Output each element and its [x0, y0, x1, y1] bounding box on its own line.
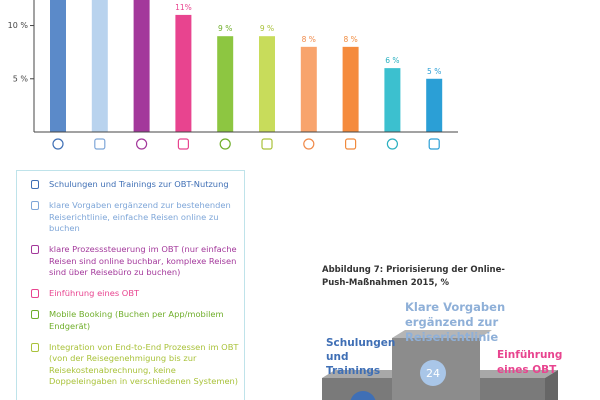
legend-icon	[31, 342, 39, 352]
legend-item: Einführung eines OBT	[17, 288, 241, 300]
value-label: 9 %	[218, 24, 232, 33]
icon-shape	[428, 138, 440, 150]
legend-item: Mobile Booking (Buchen per App/mobilem E…	[17, 309, 241, 332]
category-icon	[219, 138, 231, 150]
legend-icon	[31, 180, 39, 189]
value-label: 5 %	[427, 67, 441, 76]
category-icon	[345, 138, 357, 150]
legend-icon	[31, 289, 39, 298]
podium-value: 24	[426, 367, 440, 380]
bar	[175, 14, 192, 132]
bar	[91, 0, 108, 132]
legend-label: klare Prozesssteuerung im OBT (nur einfa…	[49, 244, 237, 277]
legend-label: Mobile Booking (Buchen per App/mobilem E…	[49, 309, 224, 331]
legend-icon	[31, 310, 39, 319]
podium-first: Klare Vorgaben ergänzend zur Reiserichtl…	[405, 300, 506, 344]
legend: Schulungen und Trainings zur OBT-Nutzung…	[16, 170, 245, 400]
category-icon	[428, 138, 440, 150]
legend-item: klare Vorgaben ergänzend zur bestehenden…	[17, 200, 241, 235]
y-tick-label: 10 %	[8, 21, 29, 30]
legend-item: Integration von End-to-End Prozessen im …	[17, 342, 241, 388]
category-icon	[177, 138, 189, 150]
icon-shape	[261, 138, 273, 150]
podium-third: Einführung eines OBT	[497, 349, 563, 376]
category-icon	[261, 138, 273, 150]
bar	[259, 36, 275, 132]
bar	[300, 46, 317, 132]
legend-icon	[31, 245, 39, 254]
legend-label: Integration von End-to-End Prozessen im …	[49, 341, 239, 387]
icon-shape	[219, 138, 231, 150]
bar	[133, 0, 150, 132]
bar	[217, 36, 234, 132]
category-icon	[303, 138, 315, 150]
bar	[50, 0, 66, 132]
value-label: 9 %	[260, 24, 274, 33]
value-label: 6 %	[385, 56, 399, 65]
icon-shape	[386, 138, 398, 150]
bar	[342, 46, 359, 132]
icon-shape	[345, 138, 357, 150]
category-icon	[94, 138, 106, 150]
icon-shape	[136, 138, 148, 150]
icon-shape	[303, 138, 315, 150]
legend-label: Schulungen und Trainings zur OBT-Nutzung	[49, 179, 229, 189]
podium	[322, 330, 558, 400]
icon-shape	[94, 138, 106, 150]
legend-label: Einführung eines OBT	[49, 288, 140, 298]
legend-item: klare Prozesssteuerung im OBT (nur einfa…	[17, 244, 241, 279]
category-icon	[52, 138, 64, 150]
value-label: 8 %	[343, 35, 357, 44]
legend-label: klare Vorgaben ergänzend zur bestehenden…	[49, 200, 231, 233]
value-label: 11%	[175, 3, 192, 12]
value-label: 8 %	[302, 35, 316, 44]
legend-icon	[31, 201, 39, 210]
legend-item: Schulungen und Trainings zur OBT-Nutzung	[17, 179, 241, 191]
category-icon	[136, 138, 148, 150]
icon-shape	[52, 138, 64, 150]
category-icon	[386, 138, 398, 150]
icon-shape	[177, 138, 189, 150]
figure-caption: Abbildung 7: Priorisierung der Online-Pu…	[322, 265, 505, 288]
bar	[384, 68, 401, 132]
podium-second: Schulungen und Trainings	[326, 337, 396, 377]
bar	[426, 78, 443, 132]
y-tick-label: 5 %	[13, 74, 29, 83]
